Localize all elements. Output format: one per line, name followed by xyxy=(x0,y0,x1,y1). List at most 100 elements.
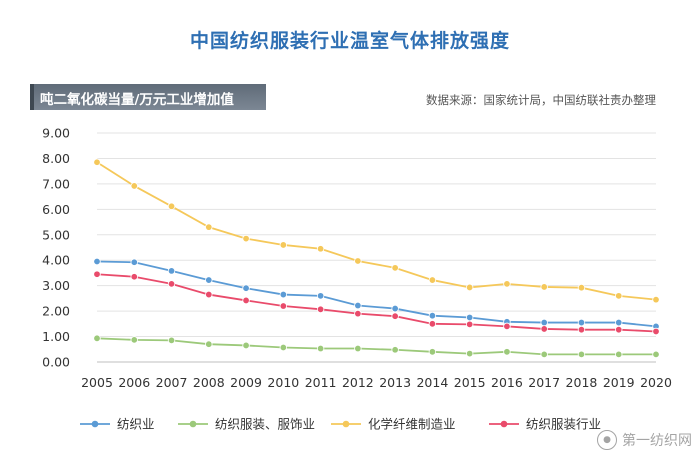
x-tick-label: 2012 xyxy=(342,375,374,390)
legend-label: 纺织服装、服饰业 xyxy=(215,417,315,432)
data-point xyxy=(242,341,250,350)
legend-swatch-marker xyxy=(189,420,197,428)
data-point xyxy=(93,270,101,278)
data-point xyxy=(615,325,623,334)
data-point xyxy=(652,295,660,304)
data-point xyxy=(93,257,101,266)
legend-label: 纺织服装行业 xyxy=(526,417,601,432)
x-tick-label: 2008 xyxy=(193,375,225,390)
x-tick-label: 2016 xyxy=(491,375,523,390)
y-tick-label: 9.00 xyxy=(42,126,70,141)
data-point xyxy=(428,311,437,320)
y-tick-label: 5.00 xyxy=(42,227,70,242)
legend-swatch-marker xyxy=(91,420,99,428)
data-point xyxy=(540,318,548,327)
y-tick-label: 1.00 xyxy=(42,329,70,344)
data-source-note: 数据来源：国家统计局，中国纺联社责办整理 xyxy=(426,93,656,107)
y-tick-label: 8.00 xyxy=(42,151,70,166)
weibo-icon: ● xyxy=(597,430,617,450)
data-point xyxy=(391,304,399,313)
data-point xyxy=(615,292,623,300)
data-point xyxy=(540,350,548,359)
data-point xyxy=(279,343,288,352)
data-point xyxy=(316,305,325,314)
data-point xyxy=(205,290,213,299)
x-tick-label: 2006 xyxy=(118,375,150,390)
y-tick-label: 2.00 xyxy=(42,304,70,319)
x-tick-label: 2013 xyxy=(379,375,411,390)
data-point xyxy=(577,318,586,327)
legend-swatch-marker xyxy=(500,420,508,428)
data-point xyxy=(465,320,474,329)
series-line xyxy=(96,337,656,356)
data-point xyxy=(130,182,138,190)
x-tick-label: 2020 xyxy=(640,375,672,390)
data-point xyxy=(279,290,288,299)
data-point xyxy=(354,309,362,318)
data-point xyxy=(279,302,288,310)
data-point xyxy=(503,348,511,356)
chart-title: 中国纺织服装行业温室气体排放强度 xyxy=(189,30,510,52)
data-point xyxy=(577,350,586,359)
data-point xyxy=(503,322,511,331)
data-point xyxy=(242,284,250,292)
series-line xyxy=(96,260,657,328)
x-tick-label: 2011 xyxy=(305,375,337,390)
data-point xyxy=(465,283,474,292)
legend-label: 化学纤维制造业 xyxy=(368,417,456,432)
legend-label: 纺织业 xyxy=(117,417,155,432)
y-tick-label: 4.00 xyxy=(42,253,70,268)
data-point xyxy=(354,344,362,353)
data-point xyxy=(205,276,213,284)
data-point xyxy=(354,301,362,310)
data-point xyxy=(279,241,288,249)
series-line xyxy=(96,273,657,333)
series-line xyxy=(96,161,657,301)
legend-swatch-marker xyxy=(342,420,350,428)
x-tick-label: 2007 xyxy=(156,375,188,390)
data-point xyxy=(130,273,138,281)
x-tick-label: 2019 xyxy=(603,375,635,390)
x-tick-label: 2014 xyxy=(416,375,448,390)
data-point xyxy=(540,325,548,333)
data-point xyxy=(465,349,474,358)
data-point xyxy=(242,234,250,243)
data-point xyxy=(465,313,474,322)
data-point xyxy=(540,283,548,291)
data-point xyxy=(93,334,101,343)
data-point xyxy=(242,296,250,305)
data-point xyxy=(503,280,511,288)
x-tick-label: 2017 xyxy=(528,375,560,390)
data-point xyxy=(652,327,660,336)
x-tick-label: 2010 xyxy=(267,375,299,390)
data-point xyxy=(428,276,437,284)
x-tick-label: 2018 xyxy=(566,375,598,390)
x-tick-label: 2005 xyxy=(81,375,113,390)
data-point xyxy=(354,257,362,265)
data-point xyxy=(391,346,399,354)
data-point xyxy=(130,258,138,266)
data-point xyxy=(391,264,399,272)
data-point xyxy=(428,320,437,328)
data-point xyxy=(167,267,176,275)
data-point xyxy=(577,325,586,334)
y-tick-label: 7.00 xyxy=(42,176,70,191)
watermark-text: 第一纺织网 xyxy=(622,433,692,449)
data-point xyxy=(316,344,325,353)
x-tick-label: 2015 xyxy=(454,375,486,390)
data-point xyxy=(93,158,101,166)
data-point xyxy=(316,292,325,300)
data-point xyxy=(316,245,325,253)
data-point xyxy=(615,318,623,327)
data-point xyxy=(205,223,213,231)
unit-label-box xyxy=(30,84,266,110)
data-point xyxy=(615,350,623,359)
y-tick-label: 0.00 xyxy=(42,355,70,370)
data-point xyxy=(652,350,660,359)
data-point xyxy=(205,340,213,348)
data-point xyxy=(391,312,399,320)
data-point xyxy=(130,336,138,344)
watermark: ● 第一纺织网 xyxy=(597,430,692,450)
data-point xyxy=(167,280,176,288)
